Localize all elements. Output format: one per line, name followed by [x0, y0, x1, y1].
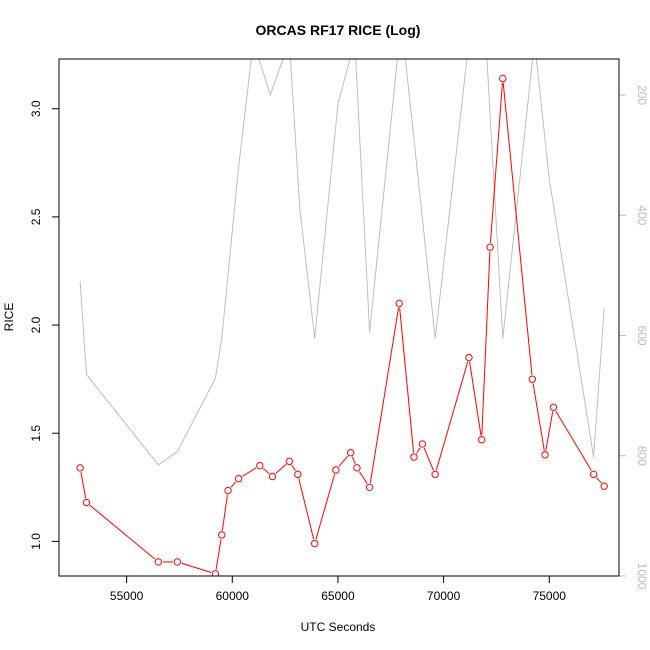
data-point: [154, 558, 163, 566]
data-point: [310, 539, 319, 548]
series-segment: [423, 447, 434, 471]
data-point: [218, 531, 226, 539]
data-point: [549, 403, 558, 411]
data-point: [410, 453, 418, 461]
series-segment: [291, 464, 296, 471]
y2-tick-label: 1000: [635, 563, 649, 590]
data-point: [211, 570, 220, 576]
y-axis-label: RICE: [2, 303, 16, 332]
y2-tick-label: 400: [635, 205, 649, 225]
series-segment: [555, 410, 592, 471]
series-segment: [89, 504, 156, 560]
data-point: [346, 448, 355, 457]
data-point: [294, 470, 302, 479]
data-point: [268, 472, 277, 481]
x-tick-label: 65000: [321, 589, 355, 603]
series-segment: [469, 361, 482, 436]
series-segment: [596, 477, 602, 484]
series-segment: [489, 82, 503, 243]
data-point: [256, 461, 264, 470]
series-segment: [416, 447, 421, 454]
series-segment: [230, 481, 237, 488]
data-point: [395, 299, 403, 308]
data-point: [418, 440, 427, 448]
chart-title: ORCAS RF17 RICE (Log): [256, 22, 421, 38]
data-point: [499, 74, 507, 83]
x-tick-label: 75000: [533, 589, 567, 603]
series-segment: [351, 456, 356, 464]
x-tick-label: 55000: [110, 589, 144, 603]
data-point: [285, 457, 294, 466]
right-series-layer: [79, 59, 605, 466]
y-tick-label: 3.0: [29, 100, 43, 117]
series-segment: [358, 471, 368, 484]
series-segment: [545, 411, 554, 451]
y-tick-label: 1.0: [29, 533, 43, 550]
left-series: [76, 74, 608, 576]
y2-tick-label: 800: [635, 446, 649, 466]
data-point: [528, 375, 537, 383]
y2-tick-label: 200: [635, 85, 649, 105]
y-tick-label: 2.5: [29, 208, 43, 225]
left-series-layer: [76, 74, 608, 576]
data-point: [589, 470, 598, 479]
data-point: [465, 353, 473, 362]
y-tick-label: 1.5: [29, 425, 43, 442]
data-point: [365, 483, 374, 492]
series-segment: [481, 251, 491, 436]
data-point: [234, 474, 243, 483]
data-point: [173, 558, 182, 566]
data-point: [477, 436, 486, 444]
right-series: [79, 59, 605, 466]
series-segment: [262, 468, 270, 475]
y2-tick-label: 600: [635, 326, 649, 346]
data-point: [541, 451, 549, 459]
data-point: [486, 243, 494, 251]
series-segment: [338, 455, 349, 467]
x-tick-label: 70000: [427, 589, 461, 603]
series-segment: [215, 539, 222, 570]
series-segment: [369, 307, 400, 484]
series-segment: [315, 474, 336, 540]
data-point: [332, 466, 340, 474]
y-tick-label: 2.0: [29, 316, 43, 333]
series-segment: [532, 383, 545, 451]
series-segment: [242, 467, 257, 477]
data-point: [600, 482, 608, 490]
series-segment: [399, 307, 415, 453]
series-segment: [80, 472, 87, 499]
series-segment: [275, 463, 287, 474]
series-segment: [502, 82, 533, 375]
series-segment: [221, 494, 228, 531]
data-point: [353, 464, 361, 472]
x-tick-label: 60000: [216, 589, 250, 603]
x-axis-label: UTC Seconds: [301, 620, 376, 634]
data-point: [224, 486, 232, 495]
plot-frame: [58, 58, 620, 577]
series-line: [79, 59, 605, 466]
data-point: [82, 498, 91, 507]
series-segment: [435, 361, 469, 471]
data-point: [76, 464, 84, 472]
series-segment: [181, 562, 212, 574]
data-point: [431, 470, 439, 479]
series-segment: [298, 478, 315, 540]
